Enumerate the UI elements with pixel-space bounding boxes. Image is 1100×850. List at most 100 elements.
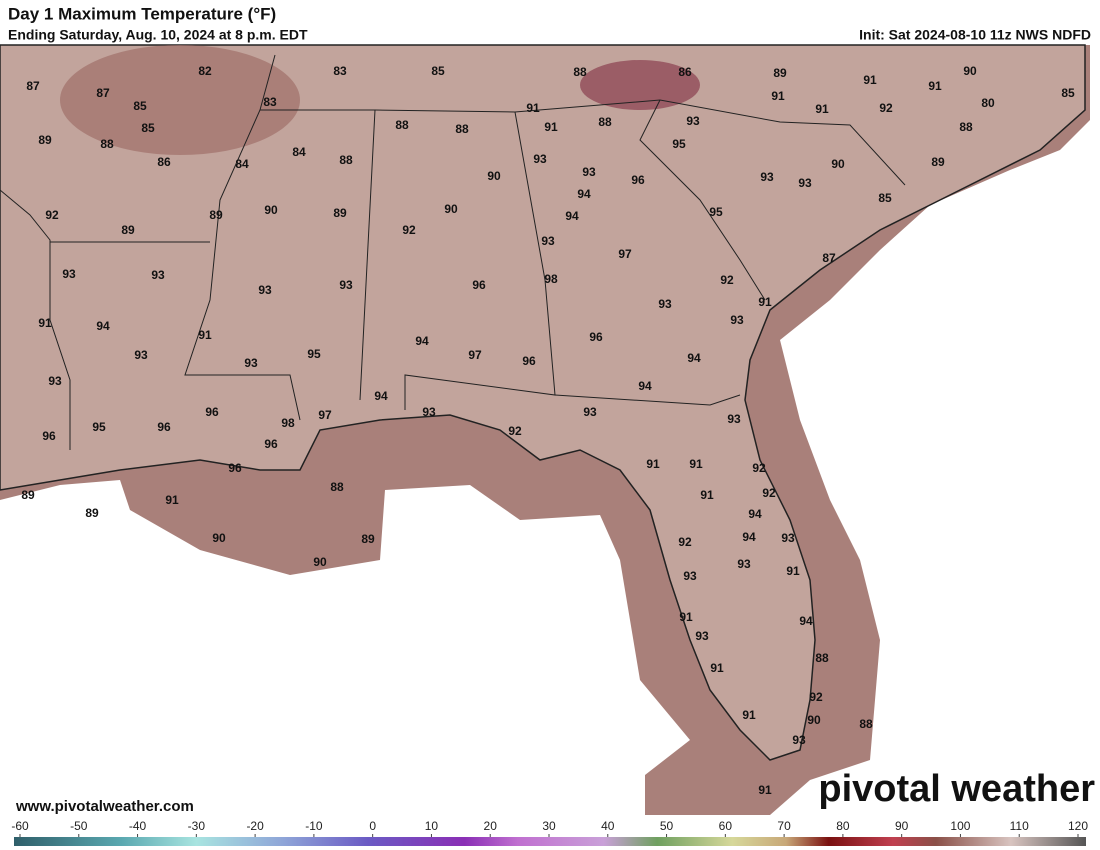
temperature-label: 91 xyxy=(758,295,772,309)
temperature-label: 88 xyxy=(395,118,409,132)
temperature-label: 87 xyxy=(96,86,110,100)
temperature-label: 91 xyxy=(710,661,724,675)
temperature-label: 93 xyxy=(658,297,672,311)
temperature-label: 93 xyxy=(792,733,806,747)
colorbar-tick-label: -40 xyxy=(129,819,147,833)
temperature-label: 92 xyxy=(508,424,522,438)
temperature-label: 93 xyxy=(760,170,774,184)
temperature-label: 95 xyxy=(92,420,106,434)
temperature-label: 96 xyxy=(264,437,278,451)
temperature-label: 90 xyxy=(212,531,226,545)
colorbar-tick-label: 100 xyxy=(950,819,970,833)
temperature-label: 93 xyxy=(582,165,596,179)
temperature-label: 87 xyxy=(26,79,40,93)
colorbar-tick-label: 70 xyxy=(777,819,791,833)
temperature-label: 93 xyxy=(695,629,709,643)
temperature-label: 95 xyxy=(672,137,686,151)
temperature-label: 93 xyxy=(339,278,353,292)
temperature-label: 85 xyxy=(133,99,147,113)
land-area xyxy=(0,44,1086,761)
temperature-label: 94 xyxy=(687,351,701,365)
temperature-label: 91 xyxy=(758,783,772,797)
temperature-label: 98 xyxy=(544,272,558,286)
temperature-label: 90 xyxy=(264,203,278,217)
temperature-label: 95 xyxy=(307,347,321,361)
temperature-label: 91 xyxy=(646,457,660,471)
temperature-label: 93 xyxy=(798,176,812,190)
temperature-label: 86 xyxy=(157,155,171,169)
temperature-label: 98 xyxy=(281,416,295,430)
temperature-label: 93 xyxy=(151,268,165,282)
temperature-label: 96 xyxy=(42,429,56,443)
temperature-label: 89 xyxy=(773,66,787,80)
temperature-label: 90 xyxy=(963,64,977,78)
colorbar-tick-label: -50 xyxy=(70,819,88,833)
temperature-label: 96 xyxy=(472,278,486,292)
temperature-label: 91 xyxy=(198,328,212,342)
temperature-label: 93 xyxy=(134,348,148,362)
temperature-label: 93 xyxy=(583,405,597,419)
temperature-label: 91 xyxy=(544,120,558,134)
temperature-label: 95 xyxy=(709,205,723,219)
temperature-label: 94 xyxy=(799,614,813,628)
temperature-label: 91 xyxy=(928,79,942,93)
temperature-label: 91 xyxy=(679,610,693,624)
temperature-label: 88 xyxy=(339,153,353,167)
temperature-label: 91 xyxy=(815,102,829,116)
site-url: www.pivotalweather.com xyxy=(15,798,194,815)
temperature-label: 86 xyxy=(678,65,692,79)
temperature-label: 93 xyxy=(737,557,751,571)
colorbar-tick-label: 10 xyxy=(425,819,439,833)
temperature-label: 97 xyxy=(618,247,632,261)
temperature-label: 90 xyxy=(807,713,821,727)
temperature-label: 93 xyxy=(48,374,62,388)
temperature-label: 90 xyxy=(487,169,501,183)
temperature-label: 85 xyxy=(878,191,892,205)
temperature-label: 91 xyxy=(38,316,52,330)
temperature-label: 96 xyxy=(157,420,171,434)
temperature-label: 91 xyxy=(165,493,179,507)
temperature-label: 87 xyxy=(822,251,836,265)
temperature-label: 92 xyxy=(809,690,823,704)
temperature-label: 88 xyxy=(959,120,973,134)
temperature-label: 94 xyxy=(748,507,762,521)
temperature-label: 96 xyxy=(205,405,219,419)
title: Day 1 Maximum Temperature (°F) xyxy=(8,4,276,23)
colorbar-ticks: -60 -50 -40 -30 -20 -10 0 10 20 30 40 50 60 70 80 90 100… xyxy=(11,819,1088,837)
temperature-label: 85 xyxy=(431,64,445,78)
temperature-label: 84 xyxy=(235,157,249,171)
temperature-label: 94 xyxy=(577,187,591,201)
colorbar-tick-label: 0 xyxy=(369,819,376,833)
colorbar-tick-label: 40 xyxy=(601,819,615,833)
temperature-label: 96 xyxy=(522,354,536,368)
temperature-label: 93 xyxy=(727,412,741,426)
colorbar-tick-label: -10 xyxy=(305,819,323,833)
temperature-label: 93 xyxy=(686,114,700,128)
temperature-label: 94 xyxy=(415,334,429,348)
colorbar-tick-label: 110 xyxy=(1010,819,1029,833)
colorbar-tick-label: 90 xyxy=(895,819,909,833)
temperature-label: 83 xyxy=(263,95,277,109)
temperature-label: 93 xyxy=(422,405,436,419)
temperature-label: 93 xyxy=(683,569,697,583)
temperature-label: 92 xyxy=(402,223,416,237)
colorbar xyxy=(14,837,1086,846)
temperature-label: 96 xyxy=(631,173,645,187)
temperature-label: 85 xyxy=(1061,86,1075,100)
temperature-label: 92 xyxy=(720,273,734,287)
colorbar-tick-label: -60 xyxy=(11,819,29,833)
temperature-label: 94 xyxy=(96,319,110,333)
temperature-label: 92 xyxy=(879,101,893,115)
temperature-label: 90 xyxy=(313,555,327,569)
temperature-label: 89 xyxy=(333,206,347,220)
temperature-label: 93 xyxy=(730,313,744,327)
warm-terrain xyxy=(60,45,300,155)
logo: pivotal weather xyxy=(818,768,1095,810)
colorbar-tick-label: 50 xyxy=(660,819,674,833)
temperature-label: 94 xyxy=(742,530,756,544)
temperature-label: 96 xyxy=(228,461,242,475)
temperature-label: 93 xyxy=(258,283,272,297)
temperature-label: 88 xyxy=(815,651,829,665)
temperature-label: 89 xyxy=(121,223,135,237)
